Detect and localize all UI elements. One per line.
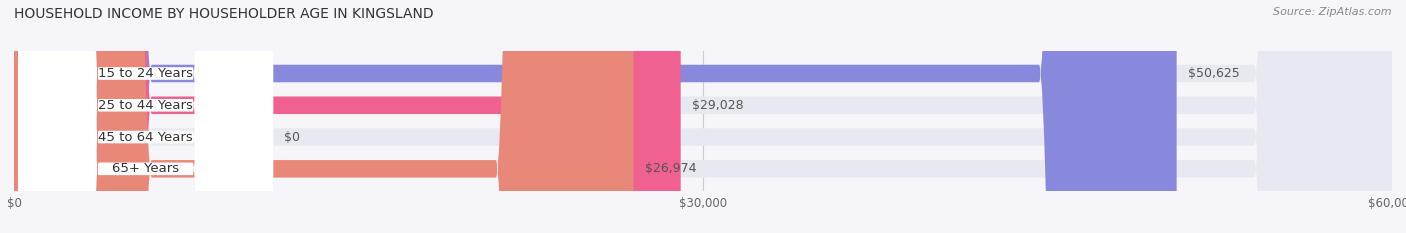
Text: $0: $0 [284, 130, 299, 144]
Text: Source: ZipAtlas.com: Source: ZipAtlas.com [1274, 7, 1392, 17]
FancyBboxPatch shape [14, 0, 681, 233]
Text: 15 to 24 Years: 15 to 24 Years [98, 67, 193, 80]
FancyBboxPatch shape [14, 0, 634, 233]
Text: 65+ Years: 65+ Years [112, 162, 179, 175]
Text: 25 to 44 Years: 25 to 44 Years [98, 99, 193, 112]
Text: $50,625: $50,625 [1188, 67, 1240, 80]
FancyBboxPatch shape [14, 0, 1392, 233]
Text: 45 to 64 Years: 45 to 64 Years [98, 130, 193, 144]
FancyBboxPatch shape [14, 0, 1392, 233]
FancyBboxPatch shape [18, 0, 273, 233]
Text: $26,974: $26,974 [644, 162, 696, 175]
Text: $29,028: $29,028 [692, 99, 744, 112]
FancyBboxPatch shape [18, 0, 273, 233]
FancyBboxPatch shape [14, 0, 1177, 233]
FancyBboxPatch shape [18, 0, 273, 233]
FancyBboxPatch shape [14, 0, 1392, 233]
FancyBboxPatch shape [18, 0, 273, 233]
FancyBboxPatch shape [14, 0, 1392, 233]
Text: HOUSEHOLD INCOME BY HOUSEHOLDER AGE IN KINGSLAND: HOUSEHOLD INCOME BY HOUSEHOLDER AGE IN K… [14, 7, 433, 21]
